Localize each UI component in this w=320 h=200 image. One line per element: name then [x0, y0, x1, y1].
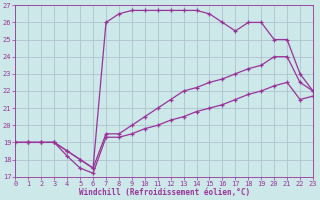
X-axis label: Windchill (Refroidissement éolien,°C): Windchill (Refroidissement éolien,°C) [79, 188, 250, 197]
